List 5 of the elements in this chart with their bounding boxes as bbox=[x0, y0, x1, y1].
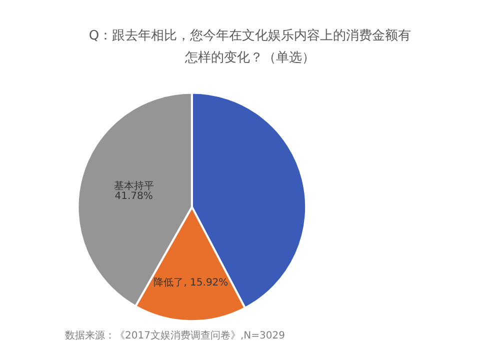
data-label: 41.78% bbox=[114, 191, 153, 202]
source-note: 数据来源：《2017文娱消费调查问卷》,N=3029 bbox=[65, 330, 285, 342]
chart-title: Q：跟去年相比，您今年在文化娱乐内容上的消费金额有怎样的变化？（单选） bbox=[88, 28, 412, 66]
slice-label: 基本持平 bbox=[114, 180, 154, 192]
slice-label: 降低了, 15.92% bbox=[154, 276, 228, 289]
